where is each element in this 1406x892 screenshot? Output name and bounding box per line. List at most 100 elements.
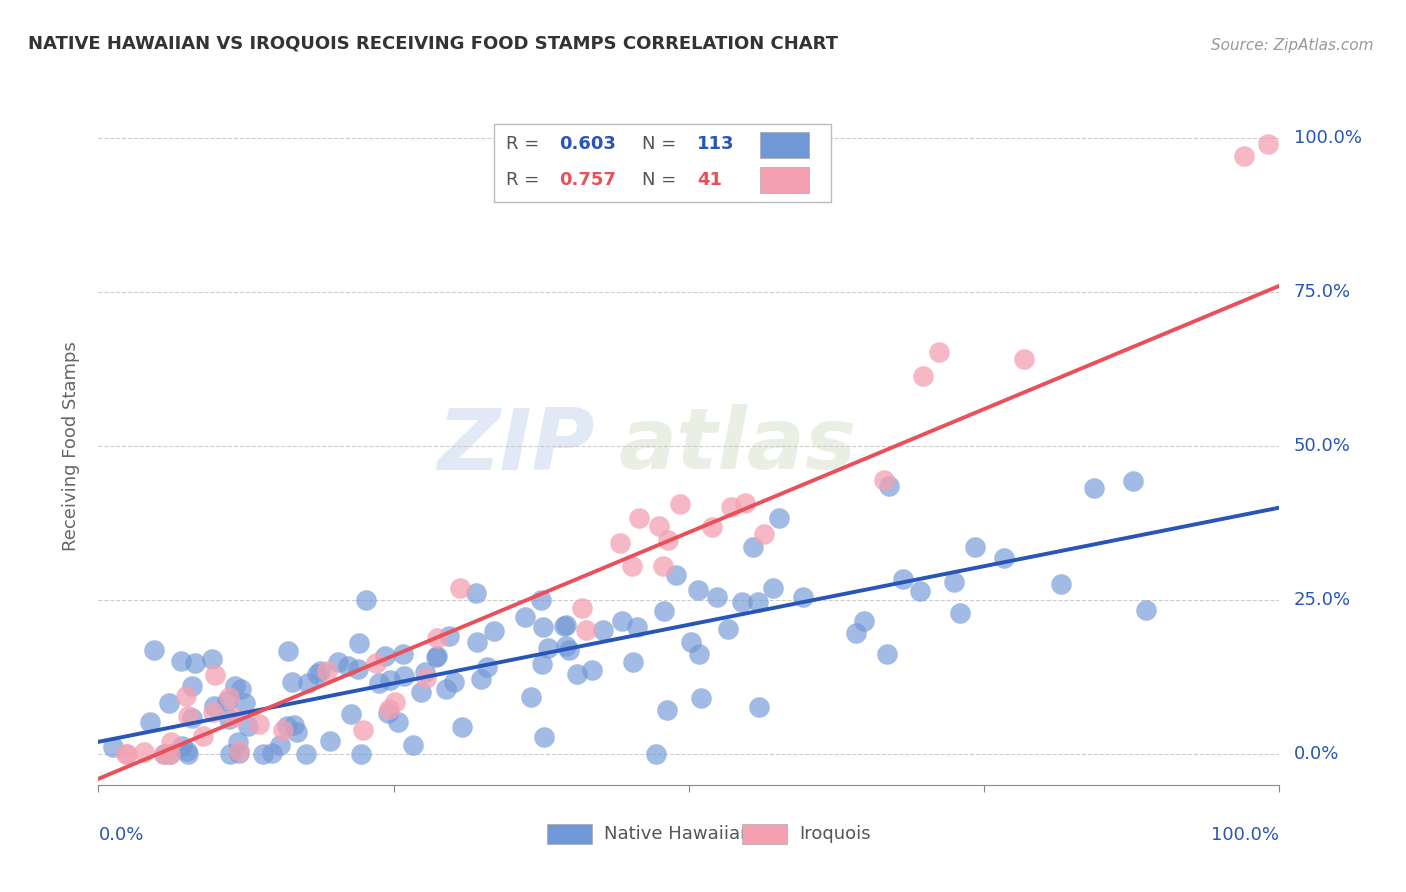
Point xyxy=(415,671,437,685)
Point xyxy=(159,747,181,761)
Point xyxy=(283,718,305,732)
Point xyxy=(315,665,337,679)
Text: N =: N = xyxy=(641,170,682,188)
FancyBboxPatch shape xyxy=(759,168,810,194)
Point xyxy=(271,723,294,737)
Point xyxy=(768,510,790,524)
Point xyxy=(648,518,671,533)
Point xyxy=(134,745,156,759)
Point xyxy=(281,674,304,689)
Point xyxy=(679,634,702,648)
Point xyxy=(443,674,465,689)
Point xyxy=(717,622,740,636)
Point xyxy=(285,725,308,739)
Point xyxy=(224,710,246,724)
Point xyxy=(305,667,328,681)
FancyBboxPatch shape xyxy=(759,132,810,158)
Point xyxy=(228,734,250,748)
Point xyxy=(174,690,197,704)
Point xyxy=(702,520,724,534)
Point xyxy=(451,721,474,735)
Point xyxy=(170,739,193,753)
Point xyxy=(553,619,575,633)
Point xyxy=(170,654,193,668)
Point xyxy=(181,679,204,693)
Point xyxy=(269,738,291,752)
Point xyxy=(1122,474,1144,488)
Point xyxy=(247,717,270,731)
Text: 113: 113 xyxy=(697,136,735,153)
Point xyxy=(183,656,205,670)
Point xyxy=(470,672,492,686)
Point xyxy=(262,746,284,760)
Point xyxy=(354,593,377,607)
Point xyxy=(297,676,319,690)
Point xyxy=(228,744,250,758)
Point xyxy=(378,702,401,716)
FancyBboxPatch shape xyxy=(742,823,787,844)
Point xyxy=(347,636,370,650)
Point xyxy=(1257,136,1279,151)
Point xyxy=(621,558,644,573)
Point xyxy=(202,698,225,713)
Point xyxy=(911,369,934,384)
Point xyxy=(748,700,770,714)
Point xyxy=(181,711,204,725)
Point xyxy=(1135,602,1157,616)
Point xyxy=(645,747,668,761)
Point xyxy=(224,679,246,693)
Text: 0.0%: 0.0% xyxy=(98,826,143,844)
Point xyxy=(571,600,593,615)
Point xyxy=(465,635,488,649)
Point xyxy=(374,648,396,663)
Point xyxy=(350,747,373,761)
Point xyxy=(215,694,238,708)
Point xyxy=(1050,576,1073,591)
Point xyxy=(609,535,631,549)
Point xyxy=(277,644,299,658)
Point xyxy=(1233,149,1256,163)
Point xyxy=(139,714,162,729)
Point xyxy=(530,592,553,607)
Point xyxy=(734,496,756,510)
Point xyxy=(228,747,250,761)
Point xyxy=(1012,351,1035,366)
Text: R =: R = xyxy=(506,170,546,188)
Point xyxy=(157,696,180,710)
Point xyxy=(928,344,950,359)
Point xyxy=(762,581,785,595)
Point xyxy=(177,709,200,723)
Text: 0.603: 0.603 xyxy=(560,136,616,153)
Point xyxy=(201,651,224,665)
Point xyxy=(465,586,488,600)
Point xyxy=(965,540,987,554)
Point xyxy=(558,643,581,657)
Point xyxy=(792,590,814,604)
Point xyxy=(873,474,896,488)
Text: 0.757: 0.757 xyxy=(560,170,616,188)
Point xyxy=(426,631,449,645)
Point xyxy=(387,714,409,729)
Text: ZIP: ZIP xyxy=(437,404,595,488)
Point xyxy=(652,559,675,574)
Point xyxy=(377,706,399,720)
Point xyxy=(117,747,139,761)
Point xyxy=(742,540,765,554)
Point xyxy=(295,747,318,761)
Point xyxy=(655,703,678,717)
Point xyxy=(626,620,648,634)
Point xyxy=(218,690,240,704)
Point xyxy=(368,676,391,690)
Point xyxy=(366,656,388,670)
Point xyxy=(943,574,966,589)
Point xyxy=(908,584,931,599)
Point xyxy=(101,739,124,754)
Point xyxy=(236,719,259,733)
Point xyxy=(536,640,558,655)
Text: 50.0%: 50.0% xyxy=(1294,437,1351,455)
Point xyxy=(554,639,576,653)
Point xyxy=(352,723,374,738)
Point xyxy=(949,606,972,620)
Point xyxy=(159,735,181,749)
Point xyxy=(409,685,432,699)
